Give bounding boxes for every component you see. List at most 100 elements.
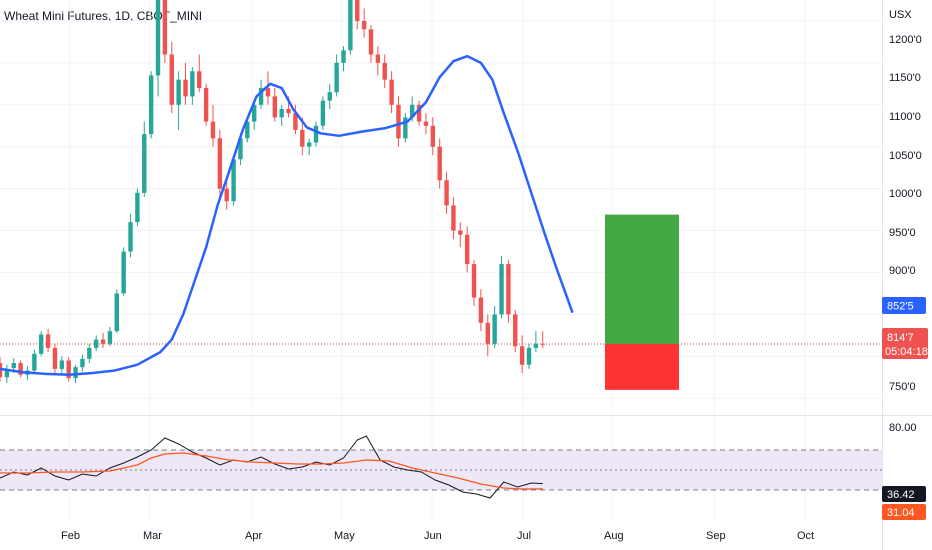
profit-zone bbox=[605, 214, 679, 344]
candle-body bbox=[492, 314, 497, 344]
candle-body bbox=[217, 138, 223, 189]
candle-body bbox=[11, 363, 16, 369]
candle-body bbox=[210, 121, 216, 139]
candle-body bbox=[341, 50, 346, 63]
candle-body bbox=[506, 264, 511, 315]
candle-body bbox=[169, 54, 174, 105]
candle-body bbox=[499, 264, 504, 315]
candle-body bbox=[437, 146, 442, 181]
candle-body bbox=[320, 100, 326, 126]
ma-value-badge bbox=[882, 297, 926, 314]
candle-body bbox=[93, 339, 99, 348]
candle-body bbox=[45, 334, 51, 348]
candle-body bbox=[272, 96, 278, 118]
candle-body bbox=[286, 108, 291, 114]
time-tick-label: Oct bbox=[797, 530, 814, 542]
ma-value-text: 852'5 bbox=[887, 301, 914, 313]
candle-body bbox=[66, 360, 71, 379]
candle-body bbox=[190, 71, 195, 97]
candle-body bbox=[142, 134, 147, 193]
candle-body bbox=[526, 347, 532, 365]
time-tick-label: May bbox=[334, 530, 355, 542]
candle-body bbox=[114, 293, 119, 332]
rsi-ma-line bbox=[0, 452, 543, 490]
candle-body bbox=[176, 79, 181, 105]
candle-body bbox=[148, 75, 154, 135]
rsi-ma-value-badge bbox=[882, 504, 926, 520]
candle-body bbox=[403, 117, 408, 139]
rsi-value-badge bbox=[882, 486, 926, 502]
time-tick-label: Aug bbox=[604, 530, 624, 542]
last-price-text: 814'7 bbox=[887, 332, 914, 344]
candle-body bbox=[251, 104, 257, 122]
moving-average-line bbox=[0, 54, 574, 377]
candle-body bbox=[513, 314, 518, 347]
candle-body bbox=[245, 121, 250, 139]
candle-body bbox=[73, 367, 78, 379]
last-price-badge bbox=[882, 328, 928, 359]
candle-body bbox=[258, 88, 264, 105]
grid-lines bbox=[0, 0, 882, 520]
candle-body bbox=[478, 297, 484, 323]
candle-body bbox=[416, 104, 422, 122]
ma-line bbox=[0, 54, 574, 377]
candle-body bbox=[471, 264, 477, 298]
stop-loss-zone bbox=[605, 343, 679, 390]
candle-body bbox=[279, 108, 284, 118]
rsi-tick-label: 80.00 bbox=[889, 422, 917, 434]
candle-body bbox=[197, 71, 202, 89]
candle-body bbox=[162, 0, 168, 55]
candle-body bbox=[224, 188, 229, 202]
price-tick-label: 950'0 bbox=[889, 227, 916, 239]
candle-body bbox=[100, 339, 106, 344]
time-tick-label: Jun bbox=[424, 530, 442, 542]
price-tick-label: 1200'0 bbox=[889, 34, 922, 46]
long-position-tool[interactable] bbox=[605, 214, 679, 390]
candle-body bbox=[39, 334, 44, 354]
candle-body bbox=[361, 20, 367, 30]
candle-body bbox=[203, 88, 209, 122]
candle-body bbox=[107, 331, 113, 344]
price-tick-label: 1100'0 bbox=[889, 111, 921, 123]
candle-body bbox=[59, 360, 65, 369]
candle-body bbox=[444, 180, 449, 206]
price-tick-label: 1000'0 bbox=[889, 188, 922, 200]
price-tick-label: 750'0 bbox=[889, 381, 916, 393]
candle-body bbox=[451, 205, 456, 231]
candle-body bbox=[327, 92, 332, 101]
candle-body bbox=[121, 251, 126, 294]
candle-body bbox=[423, 121, 429, 126]
candle-body bbox=[300, 129, 305, 147]
candle-body bbox=[52, 347, 58, 369]
price-tick-label: 900'0 bbox=[889, 265, 916, 277]
candle-body bbox=[485, 322, 490, 344]
candle-body bbox=[464, 234, 470, 265]
price-tick-label: 1150'0 bbox=[889, 72, 921, 84]
candle-body bbox=[540, 343, 545, 345]
candle-body bbox=[355, 0, 360, 21]
candle-body bbox=[382, 62, 387, 80]
candle-body bbox=[155, 0, 161, 76]
candle-body bbox=[410, 104, 415, 118]
candle-body bbox=[313, 125, 319, 143]
candle-body bbox=[80, 358, 85, 368]
candle-body bbox=[231, 159, 236, 202]
candle-body bbox=[458, 230, 463, 235]
time-tick-label: Sep bbox=[706, 530, 726, 542]
time-tick-label: Apr bbox=[245, 530, 262, 542]
time-tick-label: Jul bbox=[517, 530, 531, 542]
candle-body bbox=[334, 62, 339, 93]
rsi-line bbox=[0, 435, 543, 499]
time-tick-label: Mar bbox=[143, 530, 162, 542]
candle-body bbox=[135, 192, 140, 223]
candle-body bbox=[18, 363, 23, 375]
candle-body bbox=[183, 79, 188, 97]
candle-body bbox=[519, 346, 525, 365]
candle-body bbox=[533, 343, 539, 348]
candle-body bbox=[4, 368, 10, 378]
candle-body bbox=[375, 54, 381, 63]
candle-body bbox=[238, 138, 243, 160]
candles-group bbox=[0, 0, 545, 384]
rsi-ma-value-text: 31.04 bbox=[887, 507, 915, 519]
